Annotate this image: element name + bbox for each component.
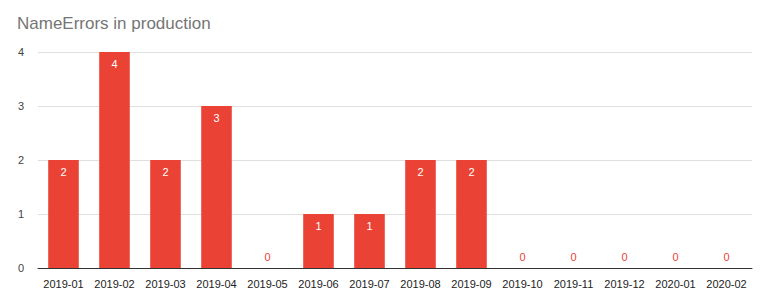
svg-text:2019-10: 2019-10: [502, 278, 542, 290]
svg-text:0: 0: [18, 262, 24, 274]
svg-text:4: 4: [111, 58, 117, 70]
svg-text:NameErrors in production: NameErrors in production: [17, 14, 211, 33]
svg-text:1: 1: [366, 220, 372, 232]
svg-text:2: 2: [417, 166, 423, 178]
svg-text:3: 3: [18, 100, 24, 112]
svg-text:0: 0: [519, 251, 525, 263]
svg-text:2019-01: 2019-01: [43, 278, 83, 290]
svg-text:2020-02: 2020-02: [706, 278, 746, 290]
svg-text:2019-11: 2019-11: [554, 278, 594, 290]
svg-text:2019-03: 2019-03: [145, 278, 185, 290]
svg-text:0: 0: [264, 251, 270, 263]
svg-text:0: 0: [621, 251, 627, 263]
svg-text:2019-05: 2019-05: [247, 278, 287, 290]
svg-text:2019-02: 2019-02: [94, 278, 134, 290]
svg-text:2019-12: 2019-12: [604, 278, 644, 290]
svg-text:2020-01: 2020-01: [655, 278, 695, 290]
svg-text:2: 2: [162, 166, 168, 178]
svg-text:2: 2: [468, 166, 474, 178]
svg-text:3: 3: [213, 112, 219, 124]
svg-text:2: 2: [60, 166, 66, 178]
svg-text:2019-09: 2019-09: [451, 278, 491, 290]
svg-text:2019-04: 2019-04: [196, 278, 236, 290]
svg-text:0: 0: [672, 251, 678, 263]
svg-text:2019-08: 2019-08: [400, 278, 440, 290]
svg-text:2: 2: [18, 154, 24, 166]
svg-text:2019-06: 2019-06: [298, 278, 338, 290]
svg-text:1: 1: [315, 220, 321, 232]
svg-text:2019-07: 2019-07: [349, 278, 389, 290]
svg-text:4: 4: [18, 46, 24, 58]
svg-text:0: 0: [570, 251, 576, 263]
svg-text:1: 1: [18, 208, 24, 220]
svg-text:0: 0: [723, 251, 729, 263]
